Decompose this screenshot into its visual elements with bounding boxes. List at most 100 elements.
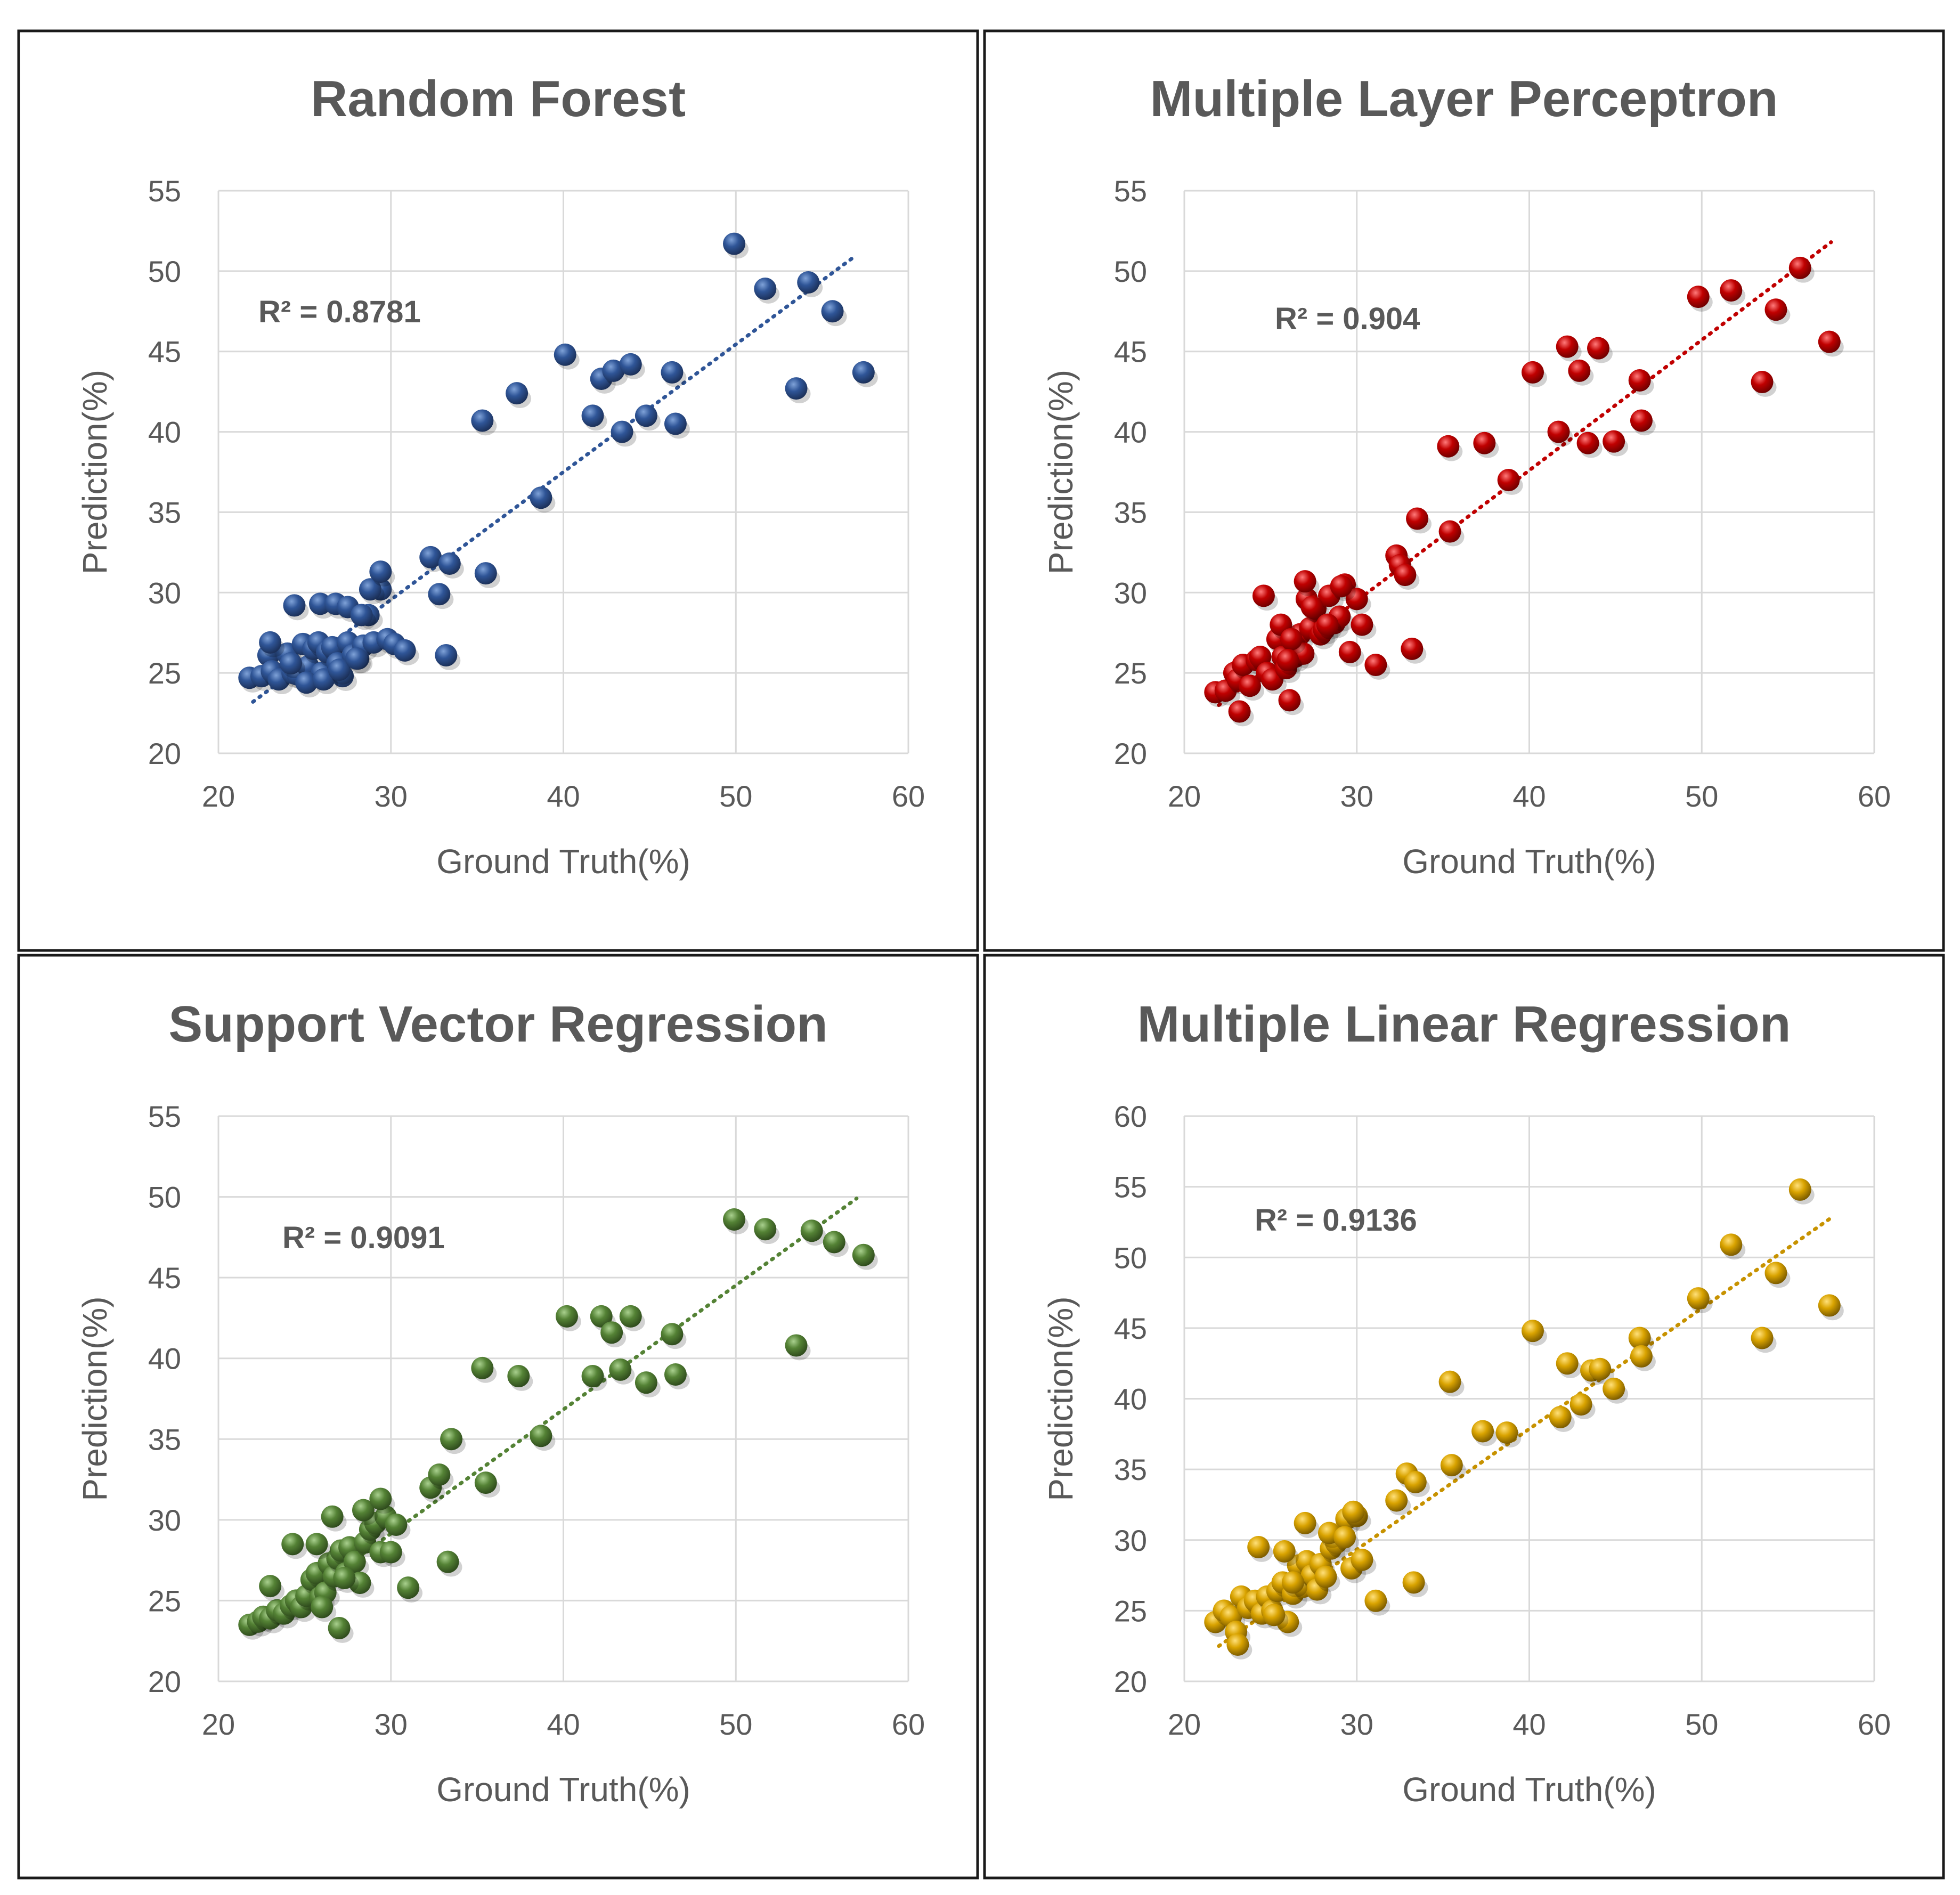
data-point-marker <box>1438 1370 1461 1393</box>
data-point-marker <box>436 1550 459 1573</box>
data-point-marker <box>345 647 368 670</box>
data-point-marker <box>393 639 416 662</box>
y-tick-label: 55 <box>148 1100 181 1133</box>
plot-area: 20 30 40 50 60 20 25 30 35 40 45 50 55 Ground Truth(%… <box>1042 174 1891 881</box>
data-point-marker <box>723 232 746 255</box>
data-point <box>352 1499 378 1525</box>
data-point-marker <box>343 1550 366 1573</box>
data-point-marker <box>602 359 625 382</box>
data-point <box>1587 337 1613 363</box>
data-point <box>609 1358 635 1385</box>
data-point <box>1276 649 1303 675</box>
data-point <box>619 353 645 379</box>
data-point-marker <box>785 1334 808 1357</box>
data-point-marker <box>1630 409 1653 432</box>
data-point <box>1818 330 1844 357</box>
data-point <box>852 361 878 387</box>
data-point <box>1351 1548 1377 1575</box>
data-point <box>474 1471 500 1498</box>
data-point <box>1521 1320 1547 1346</box>
y-tick-label: 40 <box>148 416 181 449</box>
x-tick-label: 30 <box>375 779 408 813</box>
data-point <box>1687 286 1713 312</box>
data-point <box>1569 1393 1596 1419</box>
r-squared-label: R² = 0.9091 <box>282 1221 445 1255</box>
data-point-marker <box>1394 564 1417 587</box>
y-tick-label: 25 <box>148 656 181 690</box>
r-squared-label: R² = 0.904 <box>1275 302 1420 336</box>
data-point-marker <box>1437 435 1460 458</box>
data-point <box>1338 640 1364 667</box>
data-point-marker <box>1406 507 1429 530</box>
data-point-marker <box>1471 1420 1494 1443</box>
x-tick-label: 60 <box>1858 1707 1891 1741</box>
data-point <box>1556 1352 1582 1379</box>
data-point <box>785 1334 811 1361</box>
data-point-marker <box>635 1371 657 1394</box>
data-point <box>428 1463 454 1490</box>
data-point <box>1351 613 1377 640</box>
y-tick-label: 40 <box>1114 416 1147 449</box>
data-point-marker <box>1342 1500 1365 1523</box>
data-point-marker <box>1603 1377 1625 1400</box>
data-point <box>1239 674 1265 701</box>
data-point-marker <box>1818 330 1841 353</box>
data-point-marker <box>1294 570 1316 593</box>
data-point-marker <box>321 1505 344 1528</box>
data-point-marker <box>1818 1294 1841 1317</box>
y-tick-label: 35 <box>1114 1453 1147 1486</box>
x-tick-label: 20 <box>202 779 235 813</box>
data-point <box>1314 1565 1340 1592</box>
y-tick-label: 40 <box>148 1342 181 1376</box>
y-tick-label: 20 <box>1114 1665 1147 1698</box>
data-point-marker <box>1764 298 1787 321</box>
data-point <box>611 420 637 447</box>
y-tick-label: 50 <box>148 1181 181 1214</box>
data-point <box>1440 1454 1466 1481</box>
data-point <box>471 409 497 436</box>
data-point-marker <box>1589 1357 1612 1380</box>
data-point <box>321 1505 347 1532</box>
data-point-marker <box>1549 1405 1572 1428</box>
y-tick-label: 40 <box>1114 1382 1147 1416</box>
y-tick-label: 35 <box>1114 495 1147 529</box>
data-point-marker <box>1438 520 1461 543</box>
data-point <box>438 552 464 579</box>
data-point-marker <box>369 560 392 583</box>
data-point-marker <box>1521 1320 1544 1343</box>
data-point-marker <box>754 278 777 300</box>
data-point-marker <box>1273 1540 1296 1563</box>
data-point <box>1788 256 1815 283</box>
data-point-marker <box>664 1363 687 1386</box>
data-point <box>1630 409 1656 436</box>
data-point <box>385 1513 411 1540</box>
data-point-marker <box>440 1428 463 1451</box>
data-point <box>661 361 687 387</box>
data-point-marker <box>1568 359 1591 382</box>
trendline <box>251 253 859 704</box>
data-point <box>343 1550 369 1577</box>
data-point-marker <box>852 361 875 384</box>
data-point <box>328 658 354 685</box>
data-point <box>474 562 500 588</box>
data-point <box>369 1487 395 1514</box>
data-point <box>581 1365 607 1391</box>
data-point <box>1300 596 1327 622</box>
data-point-marker <box>823 1231 845 1254</box>
x-tick-label: 30 <box>1340 1707 1373 1741</box>
data-point-marker <box>1687 286 1710 308</box>
data-point-marker <box>554 343 576 366</box>
y-tick-label: 45 <box>148 1261 181 1295</box>
data-point <box>1342 1500 1368 1527</box>
data-point-marker <box>1239 674 1262 697</box>
y-tick-label: 20 <box>1114 737 1147 770</box>
data-point-marker <box>438 552 461 575</box>
data-point-marker <box>1404 1470 1427 1493</box>
data-point-marker <box>1278 689 1301 712</box>
data-point <box>600 1321 627 1348</box>
data-point <box>393 639 419 665</box>
data-point <box>1818 1294 1844 1321</box>
data-point-marker <box>1751 371 1774 394</box>
data-point-marker <box>379 1541 402 1564</box>
